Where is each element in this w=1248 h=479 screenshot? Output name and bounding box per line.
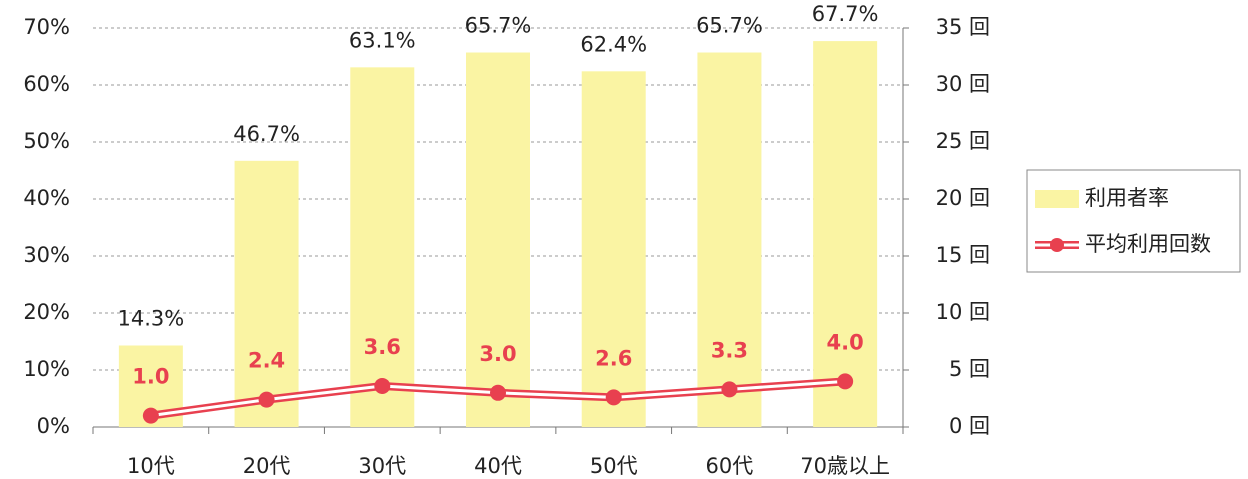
x-tick-label: 70歳以上 (800, 454, 890, 478)
y-tick-label: 50% (23, 129, 70, 153)
x-tick-label: 20代 (243, 454, 291, 478)
line-marker (258, 391, 275, 408)
x-tick-label: 10代 (127, 454, 175, 478)
bar (466, 52, 530, 427)
line-value-label: 1.0 (132, 365, 169, 389)
legend-marker (1050, 238, 1064, 252)
legend-label: 平均利用回数 (1085, 232, 1211, 256)
line-value-label: 2.4 (248, 349, 285, 373)
line-marker (490, 384, 506, 401)
legend-swatch (1035, 190, 1079, 208)
line-marker (374, 377, 391, 394)
legend-box (1026, 169, 1241, 273)
x-tick-label: 60代 (706, 454, 754, 478)
y2-tick-label: 30 回 (936, 72, 990, 96)
line-value-label: 4.0 (827, 330, 864, 354)
y2-tick-label: 20 回 (936, 186, 990, 210)
y-tick-label: 0% (37, 414, 70, 438)
bar-value-label: 63.1% (349, 28, 416, 52)
line-marker (837, 373, 854, 390)
y2-tick-label: 5 回 (949, 357, 990, 381)
y-tick-label: 40% (23, 186, 70, 210)
x-tick-label: 30代 (358, 454, 406, 478)
bar-value-label: 65.7% (696, 14, 763, 38)
line-value-label: 3.3 (711, 338, 748, 362)
line-value-label: 3.0 (479, 342, 516, 366)
bar (350, 67, 415, 427)
y2-tick-label: 0 回 (949, 414, 990, 438)
bar-value-label: 62.4% (580, 32, 647, 56)
line-value-label: 3.6 (364, 335, 401, 359)
line-marker (721, 381, 738, 398)
bar-value-label: 46.7% (233, 122, 300, 146)
bar-value-label: 67.7% (812, 2, 879, 26)
bar (697, 52, 762, 427)
y2-tick-label: 25 回 (936, 129, 990, 153)
y2-tick-label: 15 回 (936, 243, 990, 267)
bar-value-label: 65.7% (465, 14, 532, 38)
x-tick-label: 50代 (590, 454, 638, 478)
y-tick-label: 60% (23, 72, 70, 96)
bar (234, 160, 299, 427)
x-tick-label: 40代 (474, 454, 522, 478)
bar (813, 41, 878, 428)
line-marker (605, 389, 622, 406)
bar (581, 71, 646, 427)
y-tick-label: 20% (23, 300, 70, 324)
bar-value-label: 14.3% (117, 306, 184, 330)
y-tick-label: 30% (23, 243, 70, 267)
line-value-label: 2.6 (595, 346, 632, 370)
legend-label: 利用者率 (1085, 186, 1169, 210)
line-marker (142, 407, 159, 424)
y-tick-label: 10% (23, 357, 70, 381)
y-tick-label: 70% (23, 15, 70, 39)
y2-tick-label: 10 回 (936, 300, 990, 324)
y2-tick-label: 35 回 (936, 15, 990, 39)
